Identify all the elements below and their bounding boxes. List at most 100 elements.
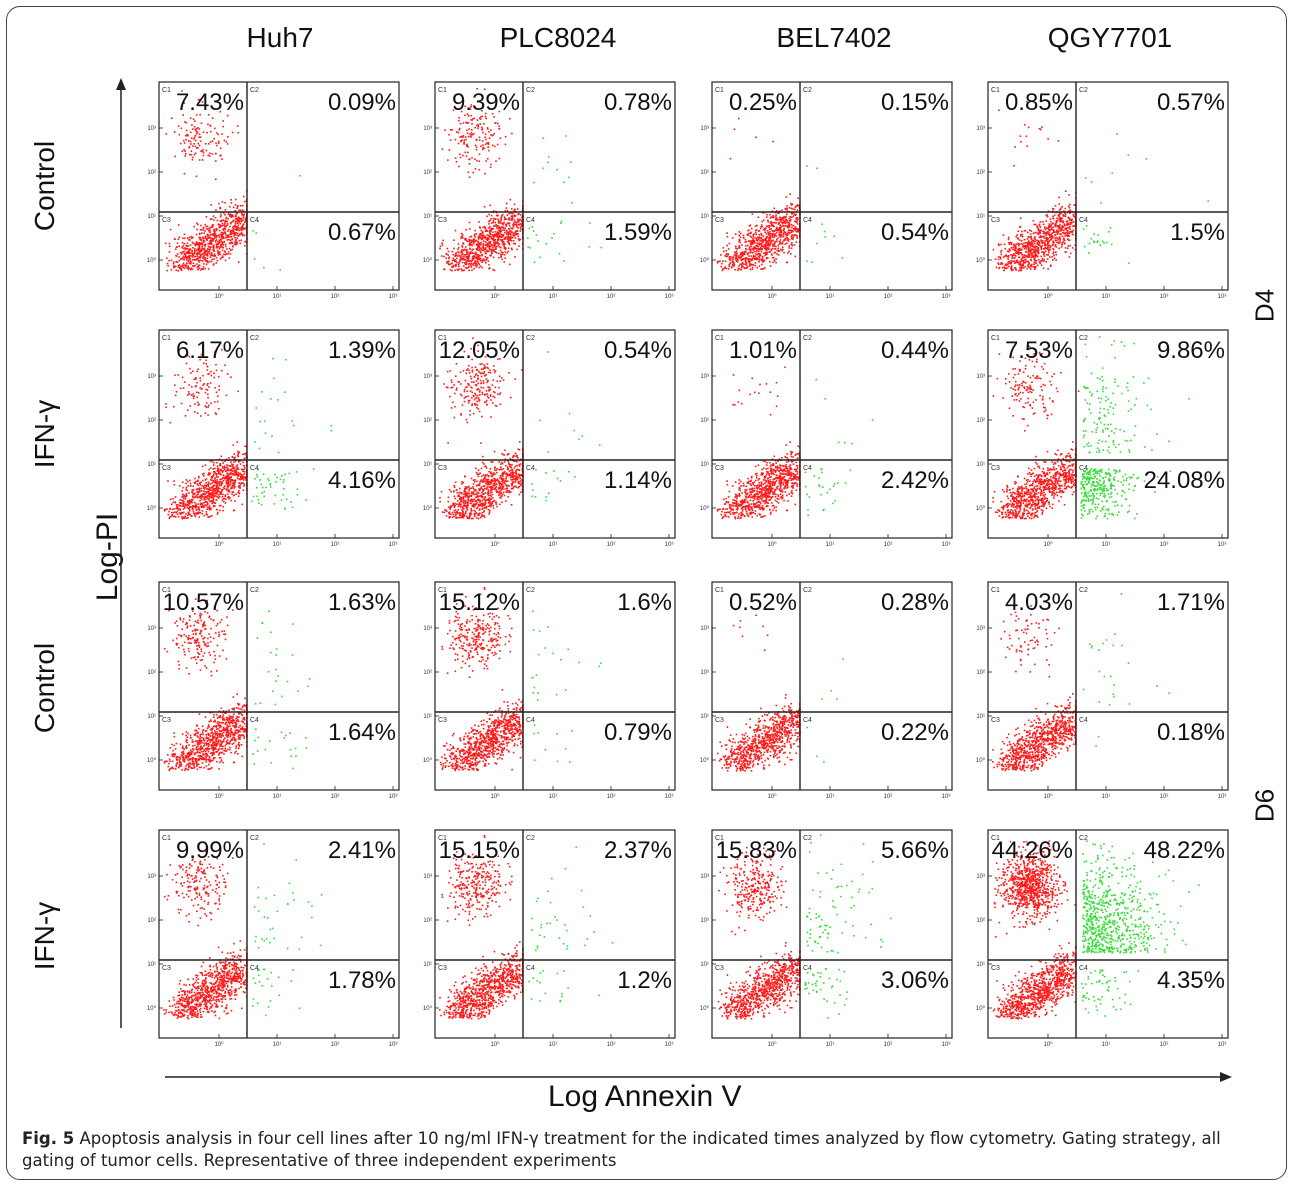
c1-percent: 12.05% [439, 337, 520, 364]
y-tick-label: 10¹ [423, 962, 432, 968]
quadrant-tag-c4: C4 [803, 217, 812, 224]
y-tick-label: 10⁰ [423, 505, 433, 512]
quadrant-tag-c3: C3 [991, 965, 1000, 972]
c4-percent: 0.18% [1157, 719, 1225, 746]
c4-percent: 0.79% [604, 719, 672, 746]
quadrant-tag-c1: C1 [991, 587, 1000, 594]
panel-border [711, 581, 953, 791]
y-tick-label: 10³ [700, 626, 709, 632]
c4-percent: 1.78% [328, 967, 396, 994]
c4-percent: 0.22% [881, 719, 949, 746]
y-tick-label: 10³ [976, 874, 985, 880]
panel-qgy7701-2: C1 C2 C3 C4 7.53% 9.86% 24.08% 10⁰ 10¹ 10² 10³ 10⁰ 1… [976, 329, 1229, 548]
quadrant-tag-c4: C4 [803, 717, 812, 724]
x-axis-arrowhead [1220, 1072, 1232, 1082]
x-tick-label: 10⁰ [767, 293, 777, 300]
x-tick-label: 10¹ [1102, 542, 1111, 548]
y-tick-label: 10¹ [147, 214, 156, 220]
x-tick-label: 10¹ [273, 1042, 282, 1048]
quadrant-tag-c2: C2 [1079, 587, 1088, 594]
c1-percent: 7.53% [1005, 337, 1073, 364]
quadrant-tag-c2: C2 [526, 835, 535, 842]
x-tick-label: 10⁰ [1043, 541, 1053, 548]
quadrant-tag-c1: C1 [715, 587, 724, 594]
c1-percent: 7.43% [176, 89, 244, 116]
x-tick-label: 10⁰ [490, 293, 500, 300]
y-tick-label: 10⁰ [700, 757, 710, 764]
x-tick-label: 10² [1160, 794, 1169, 800]
x-tick-label: 10¹ [826, 794, 835, 800]
quadrant-tag-c4: C4 [803, 965, 812, 972]
c1-percent: 15.12% [439, 589, 520, 616]
y-tick-label: 10³ [147, 874, 156, 880]
y-tick-label: 10⁰ [700, 257, 710, 264]
x-axis-title: Log Annexin V [548, 1080, 742, 1113]
y-tick-label: 10³ [423, 126, 432, 132]
x-tick-label: 10⁰ [767, 1041, 777, 1048]
quadrant-tag-c2: C2 [803, 587, 812, 594]
y-tick-label: 10² [700, 170, 709, 176]
y-tick-label: 10¹ [976, 462, 985, 468]
c4-percent: 1.5% [1170, 219, 1225, 246]
quadrant-tag-c3: C3 [162, 965, 171, 972]
panel-border [711, 829, 953, 1039]
quadrant-tag-c4: C4 [526, 217, 535, 224]
quadrant-tag-c3: C3 [715, 217, 724, 224]
quadrant-tag-c3: C3 [715, 465, 724, 472]
x-tick-label: 10³ [389, 542, 398, 548]
x-tick-label: 10³ [389, 1042, 398, 1048]
c1-percent: 9.99% [176, 837, 244, 864]
x-tick-label: 10³ [389, 294, 398, 300]
quadrant-tag-c2: C2 [250, 87, 259, 94]
y-tick-label: 10¹ [423, 462, 432, 468]
y-tick-label: 10⁰ [147, 1005, 157, 1012]
c4-percent: 4.16% [328, 467, 396, 494]
x-tick-label: 10³ [665, 1042, 674, 1048]
c2-percent: 48.22% [1144, 837, 1225, 864]
panel-plc8024-1: C1 C2 C3 C4 9.39% 0.78% 1.59% 10⁰ 10¹ 10² 10³ 10⁰ 10… [423, 81, 676, 300]
y-tick-label: 10⁰ [976, 505, 986, 512]
y-tick-label: 10² [147, 918, 156, 924]
quadrant-tag-c1: C1 [991, 835, 1000, 842]
y-tick-label: 10¹ [976, 962, 985, 968]
panel-qgy7701-4: C1 C2 C3 C4 44.26% 48.22% 4.35% 10⁰ 10¹ 10² 10³ 10⁰… [976, 829, 1229, 1048]
x-tick-label: 10³ [1218, 542, 1227, 548]
c2-percent: 0.54% [604, 337, 672, 364]
quadrant-tag-c3: C3 [162, 717, 171, 724]
y-tick-label: 10¹ [423, 214, 432, 220]
quadrant-tag-c1: C1 [715, 835, 724, 842]
x-tick-label: 10² [1160, 1042, 1169, 1048]
y-tick-label: 10⁰ [700, 505, 710, 512]
c2-percent: 1.71% [1157, 589, 1225, 616]
x-tick-label: 10⁰ [214, 793, 224, 800]
panel-dots [992, 840, 1200, 1020]
c1-percent: 6.17% [176, 337, 244, 364]
quadrant-tag-c1: C1 [715, 87, 724, 94]
x-tick-label: 10² [607, 542, 616, 548]
panel-dots [439, 87, 603, 272]
panel-bel7402-2: C1 C2 C3 C4 1.01% 0.44% 2.42% 10⁰ 10¹ 10² 10³ 10⁰ 10… [700, 329, 953, 548]
quadrant-tag-c3: C3 [991, 217, 1000, 224]
panel-bel7402-4: C1 C2 C3 C4 15.83% 5.66% 3.06% 10⁰ 10¹ 10² 10³ 10⁰ 1… [700, 829, 953, 1048]
c1-percent: 9.39% [452, 89, 520, 116]
quadrant-tag-c1: C1 [438, 835, 447, 842]
y-tick-label: 10¹ [147, 714, 156, 720]
x-tick-label: 10³ [1218, 794, 1227, 800]
x-tick-label: 10³ [942, 542, 951, 548]
c2-percent: 0.78% [604, 89, 672, 116]
quadrant-tag-c1: C1 [438, 87, 447, 94]
x-tick-label: 10² [884, 294, 893, 300]
panel-border [434, 81, 676, 291]
x-tick-label: 10² [884, 542, 893, 548]
x-tick-label: 10⁰ [1043, 293, 1053, 300]
c4-percent: 0.67% [328, 219, 396, 246]
c4-percent: 1.14% [604, 467, 672, 494]
x-tick-label: 10¹ [549, 1042, 558, 1048]
c4-percent: 1.2% [617, 967, 672, 994]
y-tick-label: 10¹ [147, 962, 156, 968]
panel-border [158, 81, 400, 291]
x-tick-label: 10¹ [549, 542, 558, 548]
y-axis-arrowhead [116, 78, 126, 90]
x-tick-label: 10³ [665, 542, 674, 548]
x-tick-label: 10² [1160, 294, 1169, 300]
